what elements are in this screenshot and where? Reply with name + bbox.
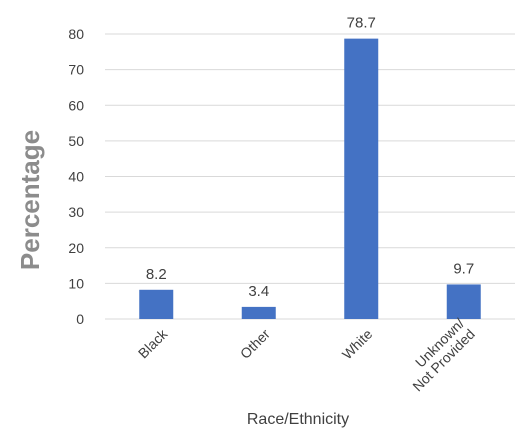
x-axis-title: Race/Ethnicity: [247, 411, 349, 428]
bars: [139, 38, 481, 319]
x-tick-label: Black: [135, 325, 171, 361]
y-tick-label: 20: [68, 240, 84, 256]
bar: [241, 306, 276, 319]
bar: [344, 38, 379, 319]
y-tick-label: 50: [68, 133, 84, 149]
bar-value-label: 9.7: [453, 260, 474, 277]
x-tick-label-line: Black: [135, 325, 171, 361]
y-tick-label: 10: [68, 275, 84, 291]
y-tick-label: 60: [68, 97, 84, 113]
y-tick-label: 40: [68, 169, 84, 185]
bar-value-label: 78.7: [347, 15, 376, 32]
x-axis-ticks: Black Other White Unknown/Not Provided: [135, 315, 478, 394]
y-tick-label: 70: [68, 62, 84, 78]
x-tick-label-line: Other: [237, 326, 273, 362]
y-tick-label: 80: [68, 26, 84, 42]
y-tick-label: 30: [68, 204, 84, 220]
y-axis-ticks: 0 10 20 30 40 50 60 70 80: [68, 26, 84, 327]
y-axis-title: Percentage: [15, 130, 45, 270]
x-tick-label-line: White: [339, 326, 376, 363]
x-tick-label: White: [339, 326, 376, 363]
gridlines: [105, 33, 515, 320]
bar: [446, 284, 481, 319]
data-labels: 8.2 3.4 78.7 9.7: [146, 15, 474, 300]
bar-value-label: 3.4: [248, 283, 269, 300]
x-tick-label: Unknown/Not Provided: [409, 315, 478, 394]
bar-value-label: 8.2: [146, 266, 167, 283]
bar: [139, 289, 174, 319]
x-tick-label: Other: [237, 326, 273, 362]
y-tick-label: 0: [76, 311, 84, 327]
